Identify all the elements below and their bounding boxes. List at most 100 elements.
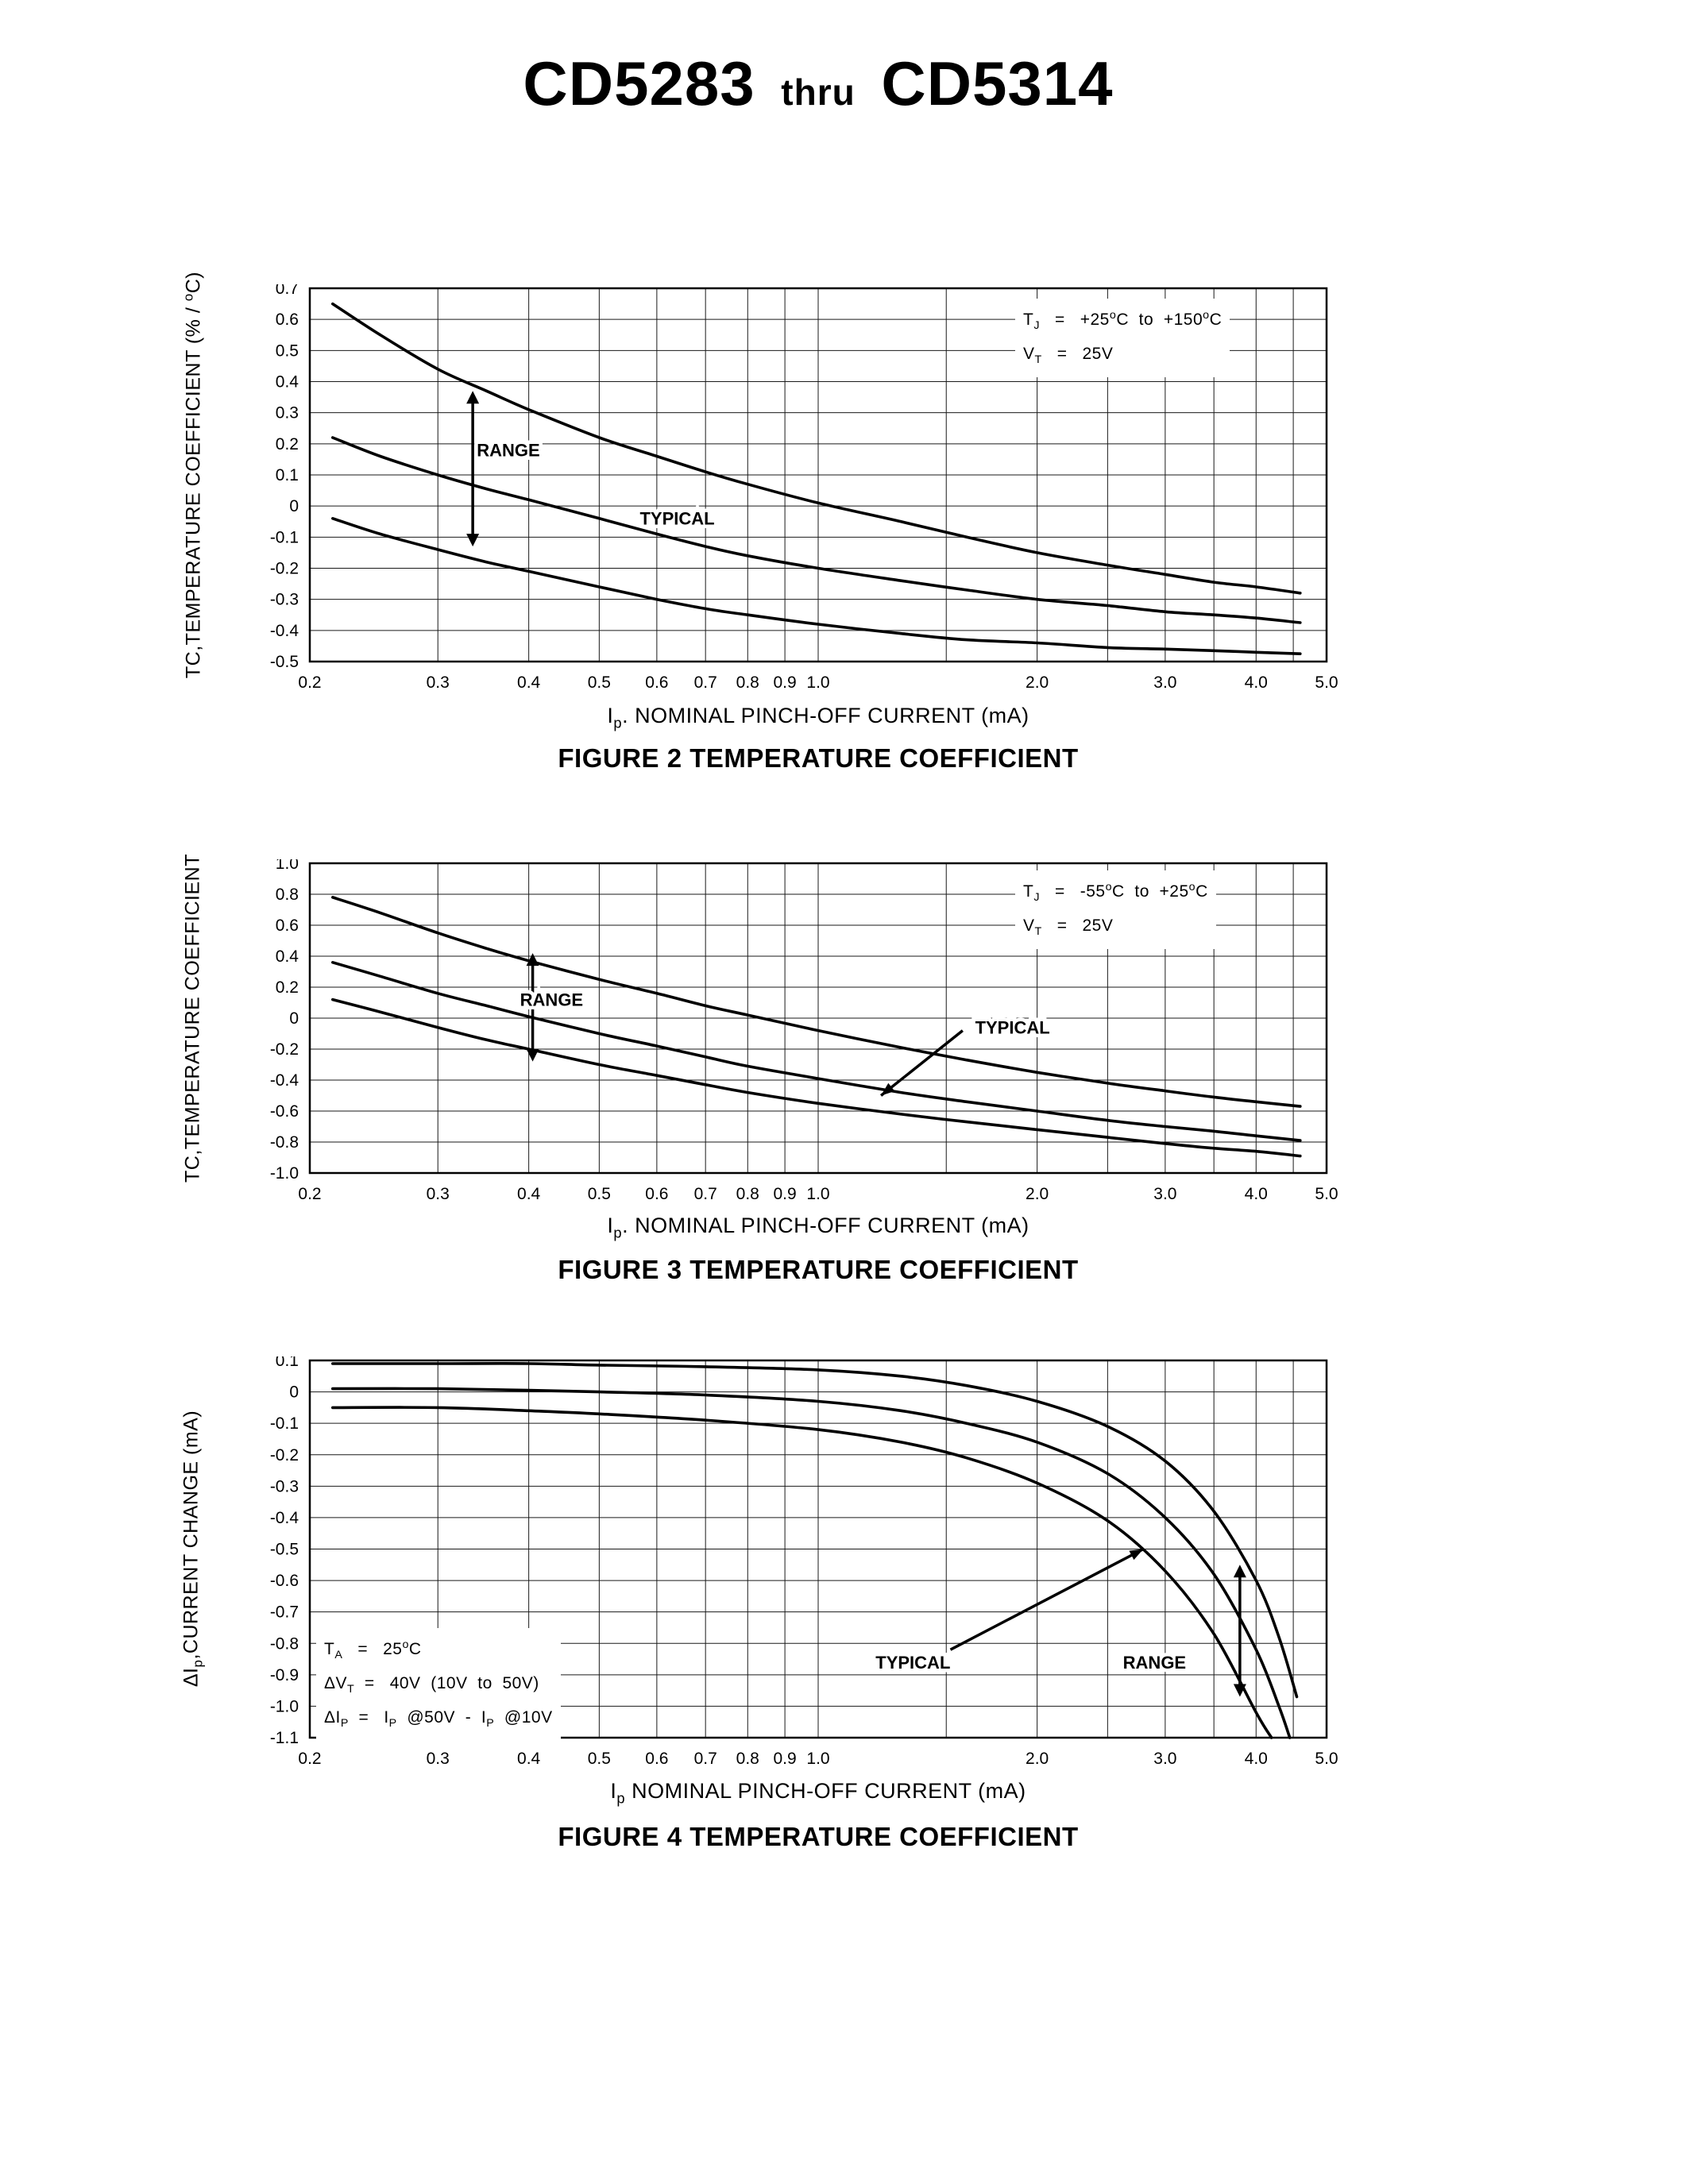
figure4-conditions-box: TA = 25oC ΔVT = 40V (10V to 50V) ΔIP = I…: [316, 1628, 561, 1742]
y-tick-label: 0.4: [276, 373, 299, 392]
arrowhead-icon: [881, 1082, 895, 1096]
condition-line: VT = 25V: [1023, 345, 1114, 367]
annotation-typical: TYPICAL: [975, 1018, 1050, 1038]
condition-line: TJ = +25oC to +150oC: [1023, 309, 1223, 333]
y-tick-label: 0.1: [276, 1356, 299, 1370]
y-tick-label: 0.7: [276, 284, 299, 298]
arrowhead-icon: [1129, 1549, 1144, 1561]
x-tick-label: 0.3: [427, 673, 450, 692]
curve-range-lower: [331, 997, 1302, 1158]
curve-typical: [331, 436, 1302, 624]
annotation-typical: TYPICAL: [875, 1653, 950, 1673]
x-tick-label: 0.4: [517, 1185, 541, 1203]
x-tick-label: 0.5: [588, 1750, 611, 1768]
x-tick-label: 0.6: [645, 673, 668, 692]
x-tick-label: 3.0: [1153, 673, 1176, 692]
x-tick-label: 0.3: [427, 1185, 450, 1203]
annotation-range: RANGE: [477, 441, 539, 461]
y-tick-label: -0.4: [270, 1509, 299, 1527]
figure4-x-axis-label: Ip NOMINAL PINCH-OFF CURRENT (mA): [610, 1779, 1026, 1807]
x-tick-label: 0.7: [694, 1750, 717, 1768]
condition-line: TJ = -55oC to +25oC: [1023, 881, 1208, 905]
x-tick-label: 3.0: [1153, 1185, 1176, 1203]
annotation-range: RANGE: [1123, 1653, 1186, 1673]
x-tick-label: 0.6: [645, 1750, 668, 1768]
figure2-x-axis-label: Ip. NOMINAL PINCH-OFF CURRENT (mA): [607, 704, 1029, 731]
figure3-x-axis-label: Ip. NOMINAL PINCH-OFF CURRENT (mA): [607, 1214, 1029, 1241]
x-tick-label: 4.0: [1245, 673, 1268, 692]
curve-range-lower: [331, 1406, 1273, 1739]
y-tick-label: -1.1: [270, 1729, 299, 1747]
y-tick-label: -0.6: [270, 1572, 299, 1590]
y-tick-label: -0.5: [270, 1541, 299, 1559]
title-part-number-start: CD5283: [523, 48, 755, 118]
x-tick-label: 1.0: [806, 1185, 829, 1203]
y-tick-label: 0.4: [276, 947, 299, 966]
y-tick-label: 0.3: [276, 404, 299, 423]
x-tick-label: 0.5: [588, 673, 611, 692]
title-part-number-end: CD5314: [881, 48, 1114, 118]
x-tick-label: 5.0: [1315, 1750, 1338, 1768]
plot-frame: [308, 1359, 1328, 1739]
y-tick-label: 0: [289, 1009, 299, 1028]
y-tick-label: -1.0: [270, 1164, 299, 1183]
y-tick-label: -0.2: [270, 1040, 299, 1059]
condition-line: ΔVT = 40V (10V to 50V): [324, 1674, 539, 1696]
x-tick-label: 0.4: [517, 1750, 541, 1768]
figure4-chart: 0.1 0 -0.1 -0.2 -0.3 -0.4 -0.5 -0.6 -0.7 -0.8 -0.9…: [270, 1356, 1338, 1768]
y-tick-label: -0.4: [270, 622, 299, 640]
leader-line: [949, 1547, 1145, 1651]
figure2-conditions-box: TJ = +25oC to +150oC VT = 25V: [1015, 299, 1230, 378]
arrowhead-down-icon: [1233, 1684, 1246, 1697]
x-tick-label: 0.9: [774, 1185, 797, 1203]
page-title: CD5283 thru CD5314: [310, 48, 1327, 120]
figure3-y-axis-label: TC,TEMPERATURE COEFFICIENT: [181, 854, 204, 1183]
x-tick-label: 5.0: [1315, 673, 1338, 692]
figure2-caption: FIGURE 2 TEMPERATURE COEFFICIENT: [558, 743, 1079, 773]
x-tick-label: 0.7: [694, 1185, 717, 1203]
y-tick-label: 0: [289, 497, 299, 515]
y-tick-label: 0.2: [276, 435, 299, 453]
x-tick-label: 0.2: [298, 1185, 321, 1203]
x-tick-label: 0.6: [645, 1185, 668, 1203]
y-tick-label: -0.9: [270, 1666, 299, 1684]
x-tick-label: 0.7: [694, 673, 717, 692]
y-tick-label: -0.1: [270, 1414, 299, 1433]
y-tick-label: 0: [289, 1383, 299, 1402]
x-tick-label: 0.9: [774, 673, 797, 692]
x-tick-label: 4.0: [1245, 1750, 1268, 1768]
condition-line: TA = 25oC: [324, 1638, 422, 1662]
figure2-y-axis-label: TC,TEMPERATURE COEFFICIENT (% / oC): [180, 271, 205, 679]
curve-range-upper: [331, 302, 1302, 595]
y-tick-label: 0.5: [276, 341, 299, 360]
curve-typical: [331, 1387, 1292, 1739]
x-tick-label: 5.0: [1315, 1185, 1338, 1203]
curve-range-upper: [331, 896, 1302, 1108]
annotation-typical: TYPICAL: [639, 509, 714, 529]
arrowhead-up-icon: [1233, 1565, 1246, 1578]
y-tick-label: 0.6: [276, 311, 299, 329]
curve-typical: [331, 961, 1302, 1142]
x-tick-label: 0.8: [736, 1750, 759, 1768]
y-tick-label: 0.8: [276, 886, 299, 904]
x-tick-label: 2.0: [1026, 673, 1049, 692]
y-tick-label: -0.7: [270, 1603, 299, 1622]
y-tick-label: -0.2: [270, 560, 299, 578]
y-tick-label: -0.6: [270, 1102, 299, 1121]
title-thru: thru: [781, 71, 856, 113]
x-tick-label: 0.5: [588, 1185, 611, 1203]
annotation-range: RANGE: [520, 990, 583, 1009]
x-tick-label: 0.3: [427, 1750, 450, 1768]
figure4-caption: FIGURE 4 TEMPERATURE COEFFICIENT: [558, 1822, 1079, 1851]
x-tick-label: 0.8: [736, 673, 759, 692]
y-tick-label: -0.2: [270, 1446, 299, 1464]
x-tick-label: 1.0: [806, 673, 829, 692]
y-tick-label: -0.3: [270, 1477, 299, 1495]
x-tick-label: 0.2: [298, 673, 321, 692]
leader-line: [879, 1029, 964, 1097]
arrowhead-up-icon: [526, 953, 539, 967]
y-tick-label: 0.1: [276, 466, 299, 484]
condition-line: ΔIP = IP @50V - IP @10V: [324, 1708, 553, 1731]
arrowhead-down-icon: [526, 1048, 539, 1062]
y-tick-label: -1.0: [270, 1697, 299, 1715]
